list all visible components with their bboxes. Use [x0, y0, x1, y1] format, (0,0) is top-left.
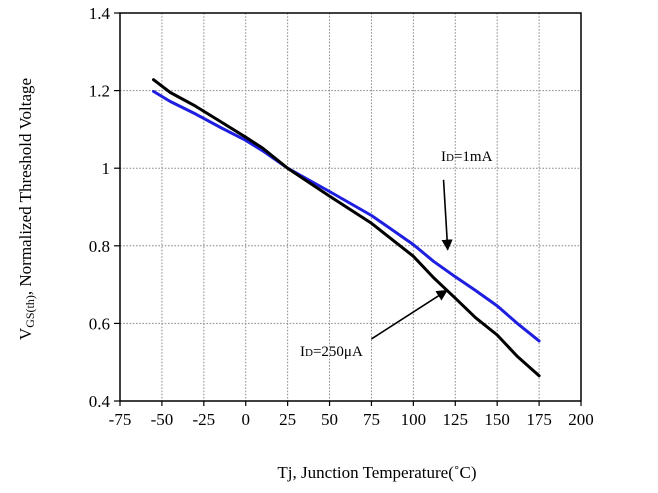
x-tick-label: -50 [151, 410, 174, 429]
x-axis-label: Tj, Junction Temperature(˚C) [277, 463, 476, 482]
series-line-1ma [152, 89, 541, 343]
y-axis-label-suffix: , Normalized Threshold Voltage [16, 78, 35, 295]
x-tick-label: -25 [192, 410, 215, 429]
annotation-arrow-250ua [371, 289, 448, 340]
annotation-label-sub: D [305, 347, 313, 359]
x-tick-label: 50 [321, 410, 338, 429]
annotation-label-main: I [300, 344, 305, 360]
annotation-label-suffix: =1mA [454, 149, 493, 165]
y-tick-label: 0.4 [89, 392, 111, 411]
series-group [152, 78, 541, 378]
x-tick-label: 125 [443, 410, 469, 429]
x-tick-label: 75 [363, 410, 380, 429]
y-axis-label-main: V [16, 327, 35, 340]
x-tick-label: -75 [109, 410, 132, 429]
annotation-label-sub: D [446, 152, 454, 164]
plot-frame-group [114, 12, 582, 406]
x-tick-label: 150 [484, 410, 510, 429]
annotation-label-main: I [441, 149, 446, 165]
annotation-arrow-1ma [441, 179, 453, 251]
y-axis-label: VGS(th), Normalized Threshold Voltage [16, 78, 37, 340]
annotation-label-250ua: ID=250μA [300, 344, 363, 360]
grid [120, 13, 581, 401]
x-tick-label: 200 [568, 410, 594, 429]
tick-labels: -75 -50 -25 0 25 50 75 100 125 150 175 200 0.4 0.6 0.8… [89, 4, 594, 429]
y-axis-label-sub: GS(th) [23, 295, 37, 328]
y-tick-label: 0.6 [89, 314, 110, 333]
plot-frame [119, 12, 582, 402]
y-tick-label: 1.4 [89, 4, 111, 23]
y-tick-label: 1.2 [89, 82, 110, 101]
y-tick-label: 0.8 [89, 237, 110, 256]
y-tick-label: 1 [102, 159, 111, 178]
x-tick-label: 175 [526, 410, 552, 429]
x-tick-label: 0 [241, 410, 250, 429]
series-line-250ua [152, 78, 541, 378]
annotation-label-suffix: =250μA [313, 344, 363, 360]
x-tick-label: 100 [401, 410, 427, 429]
annotation-label-1ma: ID=1mA [441, 149, 493, 165]
x-tick-label: 25 [279, 410, 296, 429]
